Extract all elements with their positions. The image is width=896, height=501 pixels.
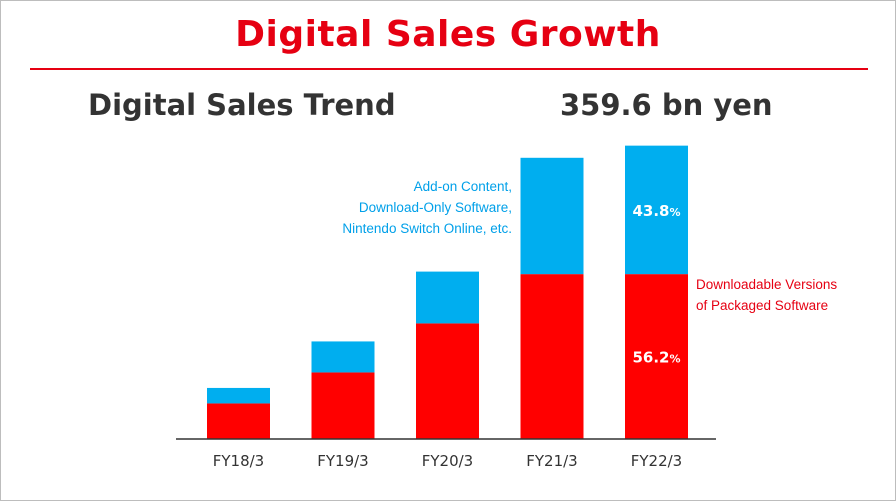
total-annotation: 359.6 bn yen [560,88,773,122]
chart-title: Digital Sales Trend [88,88,396,122]
bar-downloadable-fy20-3 [416,323,479,439]
legend-addon-line-3: Nintendo Switch Online, etc. [342,221,512,236]
bar-downloadable-fy19-3 [311,372,375,439]
bar-downloadable-fy22-3 [625,274,688,439]
x-tick-label: FY18/3 [213,452,264,470]
legend-addon-line-2: Download-Only Software, [358,200,512,215]
legend-downloadable-line-1: Downloadable Versions [696,277,838,292]
bar-addon-fy18-3 [207,387,270,404]
bar-addon-fy22-3 [625,145,688,275]
x-tick-label: FY20/3 [422,452,473,470]
x-tick-label: FY21/3 [526,452,577,470]
data-label-downloadable-fy22-3: 56.2% [632,349,680,367]
legend-addon-line-1: Add-on Content, [413,179,512,194]
x-tick-label: FY22/3 [631,452,682,470]
bar-downloadable-fy21-3 [520,274,584,439]
data-label-addon-fy22-3: 43.8% [632,202,680,220]
legend-downloadable-versions: Downloadable Versions of Packaged Softwa… [696,274,886,316]
page-title: Digital Sales Growth [235,14,661,55]
bar-downloadable-fy18-3 [207,403,270,439]
legend-addon-content: Add-on Content, Download-Only Software, … [280,176,512,239]
x-tick-label: FY19/3 [317,452,368,470]
title-divider [30,68,868,70]
bar-addon-fy19-3 [311,341,375,373]
legend-downloadable-line-2: of Packaged Software [696,298,829,313]
bar-addon-fy21-3 [520,157,584,275]
bar-addon-fy20-3 [416,271,479,324]
